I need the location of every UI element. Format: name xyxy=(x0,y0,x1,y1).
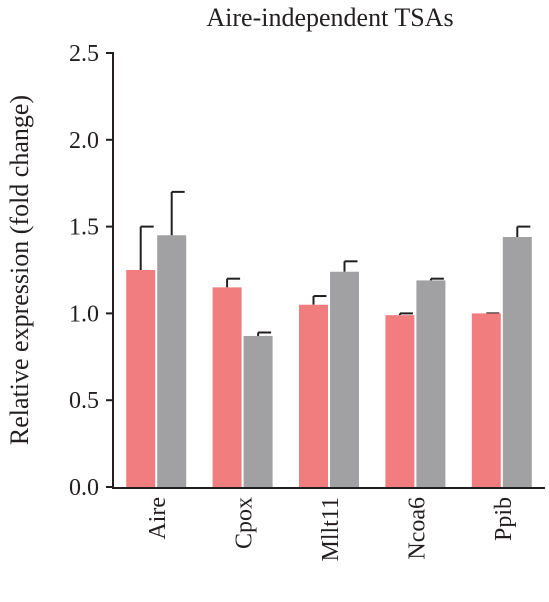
x-tick-label: Ncoa6 xyxy=(404,497,430,560)
bar xyxy=(212,287,242,487)
x-tick-label: Mllt11 xyxy=(318,497,344,561)
bar xyxy=(502,237,532,487)
y-tick-label: 1.0 xyxy=(69,301,99,327)
y-axis-label: Relative expression (fold change) xyxy=(5,95,34,445)
y-tick-label: 2.5 xyxy=(69,41,99,67)
bar xyxy=(471,313,501,487)
y-tick-label: 0.5 xyxy=(69,388,99,414)
x-tick-label: Ppib xyxy=(491,497,517,541)
bar xyxy=(385,315,415,487)
y-tick-label: 1.5 xyxy=(69,215,99,241)
bar xyxy=(157,235,187,487)
bar xyxy=(416,280,446,487)
x-tick-label: Cpox xyxy=(232,497,258,549)
bar xyxy=(243,335,273,487)
bar xyxy=(126,270,156,487)
bar xyxy=(330,271,359,487)
y-tick-label: 2.0 xyxy=(69,128,99,154)
y-tick-label: 0.0 xyxy=(69,475,99,501)
x-tick-label: Aire xyxy=(145,497,171,540)
bar xyxy=(299,304,328,487)
chart-title: Aire-independent TSAs xyxy=(206,3,453,32)
